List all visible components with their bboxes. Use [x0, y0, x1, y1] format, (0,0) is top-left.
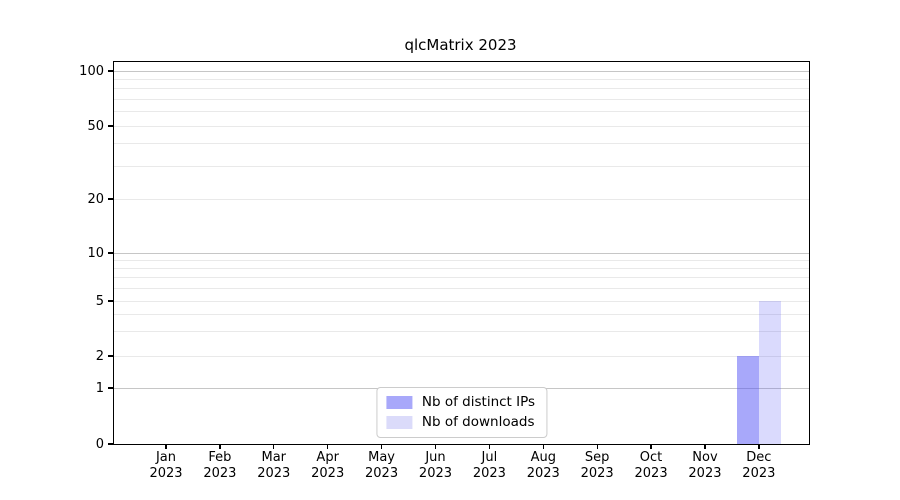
x-tick-mark	[434, 444, 437, 449]
y-tick-label: 0	[95, 436, 104, 452]
x-tick-mark	[596, 444, 598, 449]
y-tick-label: 10	[87, 245, 104, 261]
gridline-minor	[114, 287, 809, 289]
x-tick-label-month: Aug	[530, 450, 556, 465]
x-tick-label-month: Apr	[316, 450, 339, 465]
x-tick-label-year: 2023	[580, 466, 614, 481]
legend-item: Nb of distinct IPs	[385, 394, 536, 410]
x-tick-label: May 2023	[365, 450, 398, 482]
legend-item: Nb of downloads	[385, 414, 535, 430]
x-tick-label-year: 2023	[472, 466, 506, 481]
x-tick-label-year: 2023	[149, 466, 183, 481]
x-tick-mark	[219, 444, 221, 449]
x-tick-label-month: Dec	[746, 450, 772, 465]
x-tick-label-year: 2023	[688, 466, 722, 481]
y-tick-mark	[108, 300, 114, 302]
y-tick-mark	[108, 125, 114, 127]
x-tick-label: Jul 2023	[473, 450, 506, 482]
y-tick-label: 2	[95, 348, 104, 364]
y-tick-label: 50	[87, 118, 104, 134]
x-tick-mark	[380, 444, 383, 449]
x-tick-mark	[650, 444, 652, 449]
x-tick-label: Dec 2023	[742, 450, 775, 482]
gridline-minor	[114, 88, 809, 90]
gridline-minor	[114, 300, 809, 302]
x-tick-label-month: Jun	[425, 450, 446, 465]
x-tick-mark	[542, 444, 544, 449]
y-tick-label: 20	[87, 191, 104, 207]
gridline-minor	[114, 166, 809, 168]
bar-distinct-ips	[736, 356, 759, 444]
gridline-major	[114, 252, 809, 254]
x-tick-label: Aug 2023	[527, 450, 560, 482]
gridline-minor	[114, 267, 809, 269]
gridline-minor	[114, 259, 809, 261]
legend: Nb of distinct IPs Nb of downloads	[375, 387, 548, 438]
x-tick-label-month: Jul	[481, 450, 498, 465]
y-tick-mark	[108, 198, 114, 200]
bar-downloads	[758, 301, 781, 444]
legend-label: Nb of downloads	[421, 414, 535, 430]
legend-label: Nb of distinct IPs	[421, 394, 536, 410]
x-tick-label-year: 2023	[526, 466, 560, 481]
plot-area: Nb of distinct IPs Nb of downloads 0 1 2 5 10…	[79, 61, 810, 481]
gridline-minor	[114, 313, 809, 315]
y-tick-mark	[108, 252, 114, 254]
gridline-minor	[114, 355, 809, 357]
y-tick-label: 100	[79, 63, 104, 79]
y-tick-label: 5	[95, 293, 104, 309]
gridline-minor	[114, 78, 809, 80]
x-tick-label-year: 2023	[203, 466, 237, 481]
gridline-minor	[114, 198, 809, 200]
x-tick-label-year: 2023	[257, 466, 291, 481]
x-tick-label-year: 2023	[418, 466, 453, 481]
gridline-minor	[114, 331, 809, 333]
x-tick-label-month: Jan	[155, 450, 176, 465]
x-tick-label-month: Feb	[208, 450, 232, 465]
x-tick-label-month: May	[368, 450, 395, 465]
y-tick-mark	[108, 355, 114, 357]
x-tick-label-month: Nov	[692, 450, 718, 465]
y-tick-mark	[108, 387, 114, 389]
x-tick-mark	[704, 444, 706, 449]
x-tick-label-month: Mar	[261, 450, 287, 465]
gridline-minor	[114, 143, 809, 145]
x-tick-label: Jan 2023	[149, 450, 182, 482]
x-tick-label: Feb 2023	[203, 450, 236, 482]
gridline-minor	[114, 111, 809, 113]
x-tick-mark	[758, 444, 760, 449]
chart-title: qlcMatrix 2023	[404, 36, 517, 54]
legend-swatch	[385, 416, 412, 429]
legend-swatch	[385, 396, 412, 409]
x-tick-label: Jun 2023	[419, 450, 452, 482]
gridline-minor	[114, 98, 809, 100]
x-tick-label-month: Oct	[639, 450, 663, 465]
y-tick-mark	[108, 70, 114, 72]
x-tick-label: Oct 2023	[635, 450, 668, 482]
y-tick-label: 1	[95, 380, 104, 396]
x-tick-label-year: 2023	[742, 466, 776, 481]
x-tick-label-year: 2023	[634, 466, 668, 481]
x-tick-label: Apr 2023	[311, 450, 344, 482]
gridline-major	[114, 70, 809, 72]
x-tick-label: Mar 2023	[257, 450, 290, 482]
x-tick-label-month: Sep	[584, 450, 610, 465]
x-tick-label: Sep 2023	[581, 450, 614, 482]
x-tick-label-year: 2023	[365, 466, 399, 481]
x-tick-mark	[165, 444, 167, 449]
x-tick-mark	[327, 444, 329, 449]
x-tick-mark	[273, 444, 275, 449]
x-tick-label: Nov 2023	[688, 450, 721, 482]
gridline-minor	[114, 277, 809, 279]
x-tick-label-year: 2023	[311, 466, 345, 481]
gridline-minor	[114, 125, 809, 127]
x-tick-mark	[488, 444, 491, 449]
y-tick-mark	[108, 443, 114, 445]
